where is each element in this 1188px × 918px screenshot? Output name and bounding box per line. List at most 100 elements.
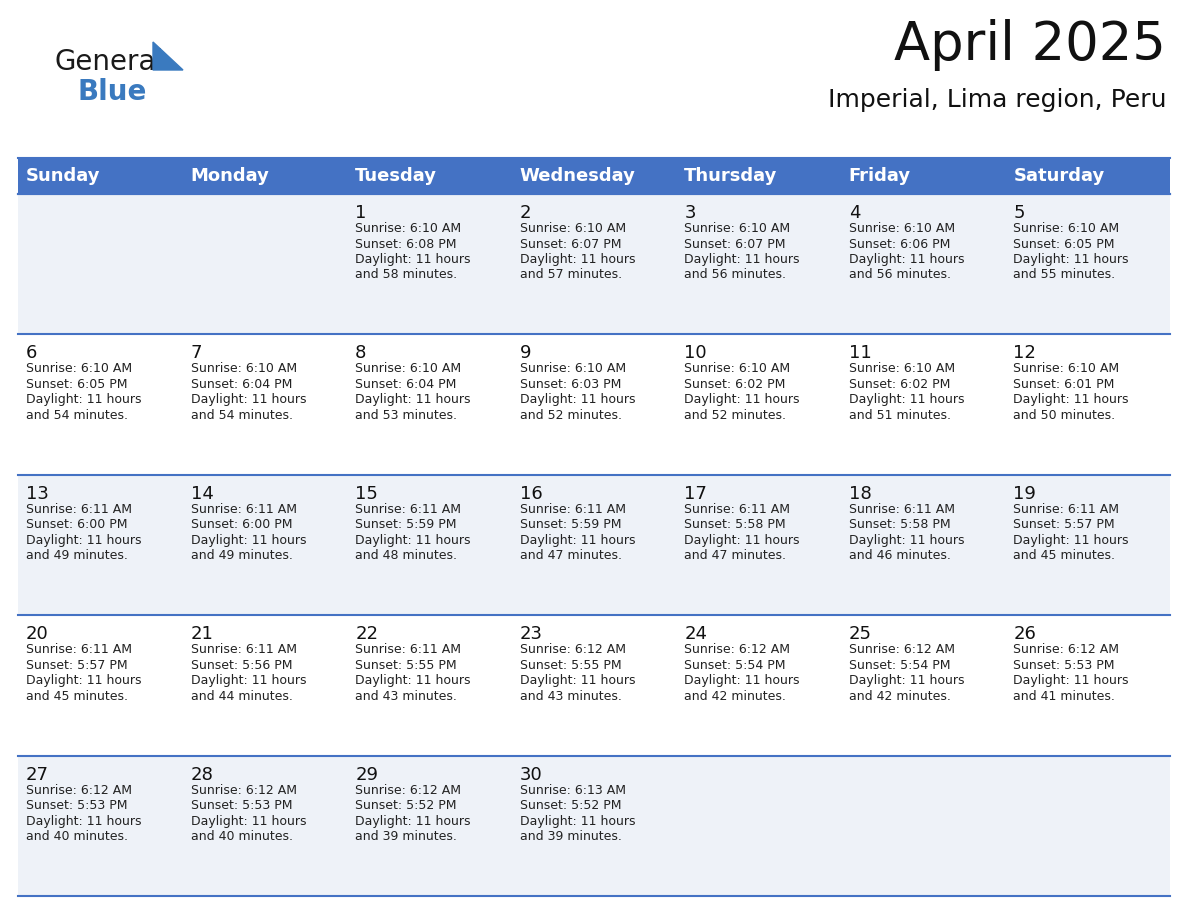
Text: and 39 minutes.: and 39 minutes. (355, 830, 457, 843)
Text: and 50 minutes.: and 50 minutes. (1013, 409, 1116, 422)
Text: and 42 minutes.: and 42 minutes. (684, 689, 786, 702)
Text: 10: 10 (684, 344, 707, 363)
Text: Sunrise: 6:12 AM: Sunrise: 6:12 AM (519, 644, 626, 656)
Text: Thursday: Thursday (684, 167, 778, 185)
Text: and 56 minutes.: and 56 minutes. (849, 268, 950, 282)
Text: 16: 16 (519, 485, 543, 503)
Text: Sunrise: 6:10 AM: Sunrise: 6:10 AM (1013, 363, 1119, 375)
Text: and 55 minutes.: and 55 minutes. (1013, 268, 1116, 282)
Text: Sunrise: 6:10 AM: Sunrise: 6:10 AM (684, 363, 790, 375)
Text: and 40 minutes.: and 40 minutes. (26, 830, 128, 843)
Text: 9: 9 (519, 344, 531, 363)
Text: and 43 minutes.: and 43 minutes. (355, 689, 457, 702)
Text: Daylight: 11 hours: Daylight: 11 hours (519, 394, 636, 407)
Text: Sunrise: 6:11 AM: Sunrise: 6:11 AM (190, 503, 297, 516)
Text: and 56 minutes.: and 56 minutes. (684, 268, 786, 282)
Text: and 45 minutes.: and 45 minutes. (1013, 549, 1116, 563)
Text: 13: 13 (26, 485, 49, 503)
Text: Daylight: 11 hours: Daylight: 11 hours (849, 533, 965, 547)
Text: Daylight: 11 hours: Daylight: 11 hours (519, 533, 636, 547)
Text: Monday: Monday (190, 167, 270, 185)
Text: and 46 minutes.: and 46 minutes. (849, 549, 950, 563)
Text: and 44 minutes.: and 44 minutes. (190, 689, 292, 702)
Text: Sunset: 6:05 PM: Sunset: 6:05 PM (26, 378, 127, 391)
Text: and 58 minutes.: and 58 minutes. (355, 268, 457, 282)
Text: Sunset: 5:53 PM: Sunset: 5:53 PM (26, 799, 127, 812)
Text: Daylight: 11 hours: Daylight: 11 hours (355, 674, 470, 688)
Text: and 49 minutes.: and 49 minutes. (190, 549, 292, 563)
Text: and 45 minutes.: and 45 minutes. (26, 689, 128, 702)
Text: and 41 minutes.: and 41 minutes. (1013, 689, 1116, 702)
Text: Sunset: 6:00 PM: Sunset: 6:00 PM (190, 519, 292, 532)
Text: Sunrise: 6:12 AM: Sunrise: 6:12 AM (1013, 644, 1119, 656)
Text: Sunset: 5:57 PM: Sunset: 5:57 PM (1013, 519, 1116, 532)
Text: 30: 30 (519, 766, 543, 784)
Text: Saturday: Saturday (1013, 167, 1105, 185)
Text: Sunset: 5:59 PM: Sunset: 5:59 PM (355, 519, 456, 532)
Text: Sunset: 6:07 PM: Sunset: 6:07 PM (519, 238, 621, 251)
Text: and 39 minutes.: and 39 minutes. (519, 830, 621, 843)
Text: 17: 17 (684, 485, 707, 503)
Text: 21: 21 (190, 625, 214, 644)
Bar (18, 194, 1170, 334)
Text: Friday: Friday (849, 167, 911, 185)
Text: Sunset: 6:03 PM: Sunset: 6:03 PM (519, 378, 621, 391)
Text: Sunset: 6:07 PM: Sunset: 6:07 PM (684, 238, 785, 251)
Text: Daylight: 11 hours: Daylight: 11 hours (519, 253, 636, 266)
Text: Sunday: Sunday (26, 167, 101, 185)
Text: and 40 minutes.: and 40 minutes. (190, 830, 292, 843)
Bar (18, 475, 1170, 615)
Text: Daylight: 11 hours: Daylight: 11 hours (1013, 674, 1129, 688)
Text: Sunrise: 6:10 AM: Sunrise: 6:10 AM (355, 222, 461, 235)
Text: 8: 8 (355, 344, 367, 363)
Text: Sunrise: 6:10 AM: Sunrise: 6:10 AM (355, 363, 461, 375)
Text: Daylight: 11 hours: Daylight: 11 hours (355, 253, 470, 266)
Text: and 48 minutes.: and 48 minutes. (355, 549, 457, 563)
Text: Daylight: 11 hours: Daylight: 11 hours (849, 253, 965, 266)
Text: Sunset: 6:08 PM: Sunset: 6:08 PM (355, 238, 456, 251)
Text: Daylight: 11 hours: Daylight: 11 hours (26, 814, 141, 828)
Text: Sunrise: 6:10 AM: Sunrise: 6:10 AM (684, 222, 790, 235)
Text: and 47 minutes.: and 47 minutes. (684, 549, 786, 563)
Text: Daylight: 11 hours: Daylight: 11 hours (1013, 394, 1129, 407)
Text: Sunset: 6:06 PM: Sunset: 6:06 PM (849, 238, 950, 251)
Text: 24: 24 (684, 625, 707, 644)
Text: Sunset: 5:55 PM: Sunset: 5:55 PM (519, 659, 621, 672)
Text: Daylight: 11 hours: Daylight: 11 hours (684, 253, 800, 266)
Text: 29: 29 (355, 766, 378, 784)
Text: 28: 28 (190, 766, 214, 784)
Text: Daylight: 11 hours: Daylight: 11 hours (519, 674, 636, 688)
Text: and 54 minutes.: and 54 minutes. (190, 409, 292, 422)
Text: Sunset: 5:54 PM: Sunset: 5:54 PM (849, 659, 950, 672)
Polygon shape (153, 42, 183, 70)
Text: Sunrise: 6:11 AM: Sunrise: 6:11 AM (849, 503, 955, 516)
Text: Sunrise: 6:12 AM: Sunrise: 6:12 AM (849, 644, 955, 656)
Text: Sunset: 5:59 PM: Sunset: 5:59 PM (519, 519, 621, 532)
Text: and 51 minutes.: and 51 minutes. (849, 409, 950, 422)
Text: Sunrise: 6:12 AM: Sunrise: 6:12 AM (26, 784, 132, 797)
Text: 5: 5 (1013, 204, 1025, 222)
Text: Sunrise: 6:10 AM: Sunrise: 6:10 AM (849, 363, 955, 375)
Text: Sunrise: 6:11 AM: Sunrise: 6:11 AM (1013, 503, 1119, 516)
Text: 23: 23 (519, 625, 543, 644)
Text: 15: 15 (355, 485, 378, 503)
Text: Daylight: 11 hours: Daylight: 11 hours (26, 394, 141, 407)
Text: Sunset: 5:53 PM: Sunset: 5:53 PM (190, 799, 292, 812)
Text: Daylight: 11 hours: Daylight: 11 hours (190, 394, 307, 407)
Text: Daylight: 11 hours: Daylight: 11 hours (849, 674, 965, 688)
Text: Daylight: 11 hours: Daylight: 11 hours (190, 814, 307, 828)
Bar (18, 615, 1170, 756)
Text: 12: 12 (1013, 344, 1036, 363)
Text: and 49 minutes.: and 49 minutes. (26, 549, 128, 563)
Text: Wednesday: Wednesday (519, 167, 636, 185)
Text: Daylight: 11 hours: Daylight: 11 hours (684, 533, 800, 547)
Text: Sunset: 6:01 PM: Sunset: 6:01 PM (1013, 378, 1114, 391)
Text: Sunset: 5:58 PM: Sunset: 5:58 PM (849, 519, 950, 532)
Text: Blue: Blue (77, 78, 146, 106)
Text: Daylight: 11 hours: Daylight: 11 hours (355, 394, 470, 407)
Text: Imperial, Lima region, Peru: Imperial, Lima region, Peru (828, 88, 1165, 112)
Text: Sunrise: 6:12 AM: Sunrise: 6:12 AM (355, 784, 461, 797)
Text: and 42 minutes.: and 42 minutes. (849, 689, 950, 702)
Text: 26: 26 (1013, 625, 1036, 644)
Text: 3: 3 (684, 204, 696, 222)
